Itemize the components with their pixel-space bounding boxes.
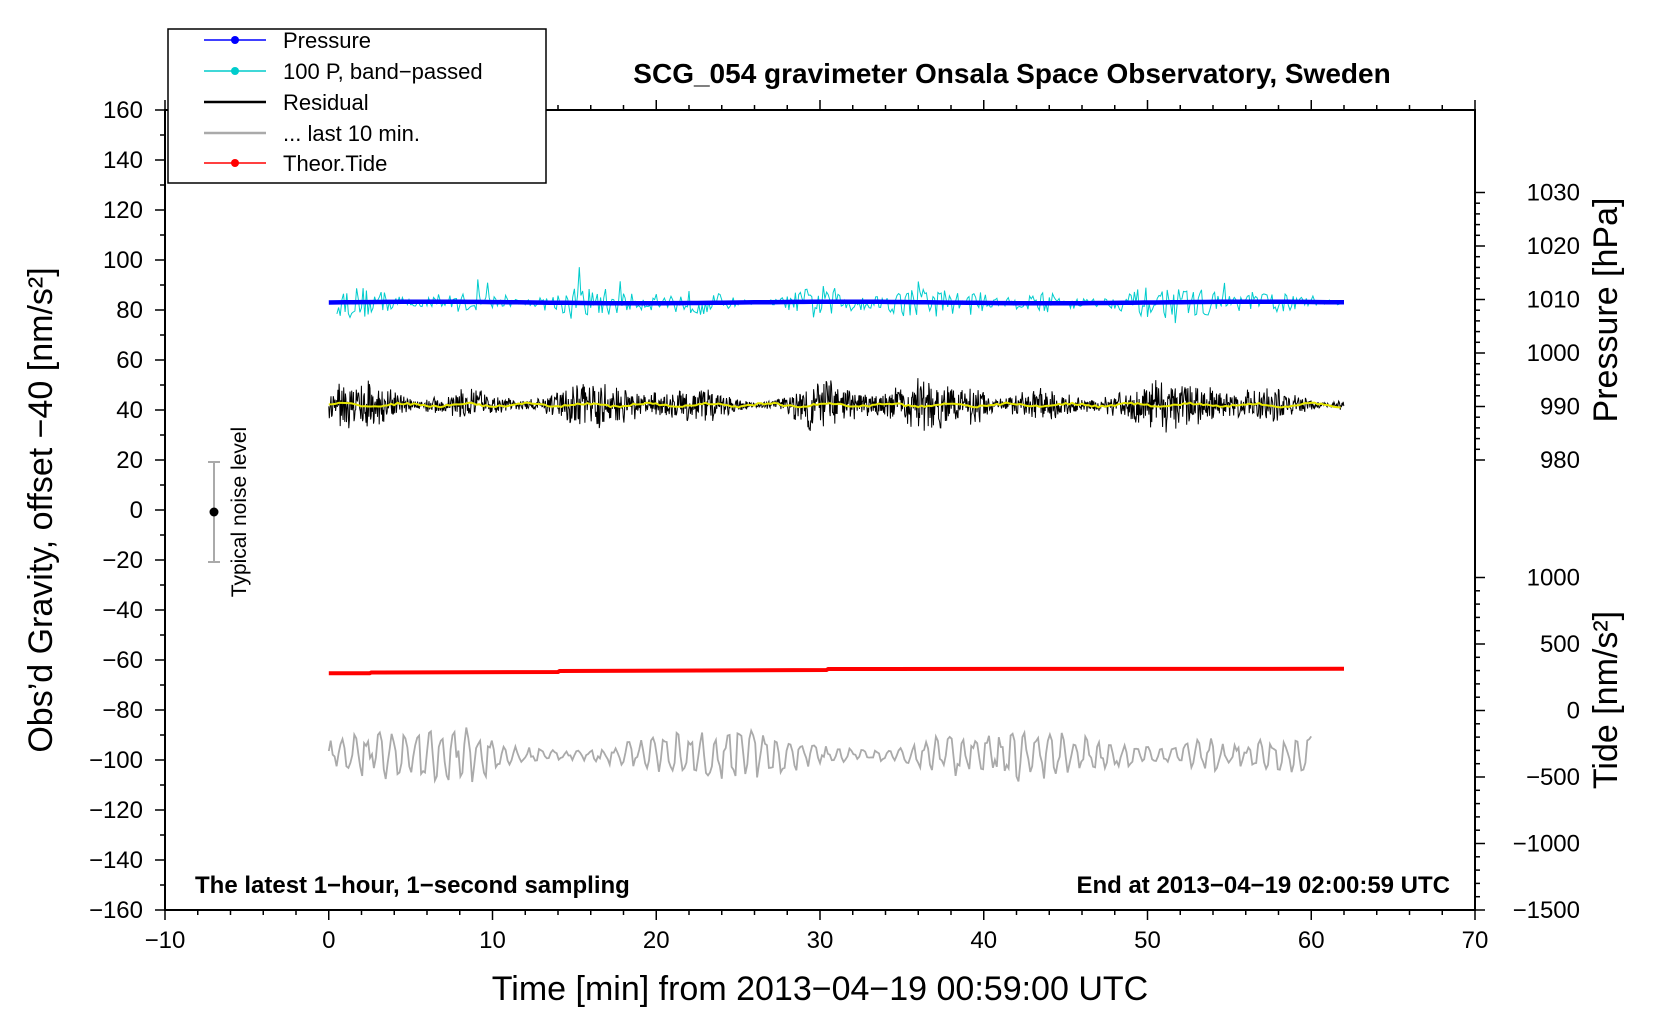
y-tick-label: 20 <box>116 447 143 474</box>
legend-item-tide: Theor.Tide <box>204 151 387 176</box>
y-tick-label: 80 <box>116 297 143 324</box>
tide-axis-title: Tide [nm/s²] <box>1587 611 1625 789</box>
x-tick-label: 40 <box>970 927 997 954</box>
y-tick-label: −100 <box>89 747 143 774</box>
legend-label-band-passed: 100 P, band−passed <box>283 59 483 84</box>
y-tick-label: −40 <box>102 597 143 624</box>
y-tick-label: 0 <box>130 497 143 524</box>
pressure-tick-label: 1000 <box>1527 340 1580 367</box>
tide-tick-label: 0 <box>1567 698 1580 725</box>
legend-item-residual: Residual <box>204 90 369 115</box>
pressure-tick-label: 1030 <box>1527 180 1580 207</box>
x-tick-label: −10 <box>145 927 186 954</box>
x-tick-label: 20 <box>643 927 670 954</box>
series-pressure-line <box>328 299 1344 306</box>
x-tick-label: 30 <box>807 927 834 954</box>
y-tick-label: 140 <box>103 147 143 174</box>
legend: Pressure 100 P, band−passed Residual ...… <box>167 28 547 184</box>
left-axis-title: Obs’d Gravity, offset −40 [nm/s²] <box>22 267 60 752</box>
pressure-tick-label: 980 <box>1540 447 1580 474</box>
noise-dot <box>209 507 219 517</box>
x-tick-label: 70 <box>1462 927 1489 954</box>
y-tick-label: 160 <box>103 97 143 124</box>
y-tick-label: −60 <box>102 647 143 674</box>
legend-label-last10: ... last 10 min. <box>283 121 420 146</box>
tide-tick-label: −1000 <box>1513 831 1580 858</box>
legend-item-last10: ... last 10 min. <box>204 121 420 146</box>
plot-frame <box>164 109 1476 911</box>
tide-tick-label: −1500 <box>1513 897 1580 924</box>
pressure-tick-label: 990 <box>1540 394 1580 421</box>
pressure-tick-label: 1010 <box>1527 287 1580 314</box>
y-tick-label: 60 <box>116 347 143 374</box>
y-tick-label: −80 <box>102 697 143 724</box>
series-smoothed-line <box>328 401 1341 409</box>
y-tick-label: −120 <box>89 797 143 824</box>
x-tick-label: 10 <box>479 927 506 954</box>
y-tick-label: 100 <box>103 247 143 274</box>
legend-box <box>167 28 547 184</box>
legend-item-pressure: Pressure <box>204 28 371 53</box>
legend-label-pressure: Pressure <box>283 28 371 53</box>
legend-marker-tide <box>231 159 239 167</box>
x-tick-label: 0 <box>322 927 335 954</box>
end-time-note: End at 2013−04−19 02:00:59 UTC <box>1076 872 1450 899</box>
x-tick-label: 60 <box>1298 927 1325 954</box>
y-tick-label: 40 <box>116 397 143 424</box>
tide-tick-label: 1000 <box>1527 565 1580 592</box>
x-axis-title: Time [min] from 2013−04−19 00:59:00 UTC <box>492 970 1148 1008</box>
legend-label-tide: Theor.Tide <box>283 151 387 176</box>
series-tide-line <box>328 666 1345 676</box>
series-last10-line <box>327 727 1312 784</box>
chart-title: SCG_054 gravimeter Onsala Space Observat… <box>633 58 1390 89</box>
legend-marker-pressure <box>231 36 239 44</box>
y-tick-label: 120 <box>103 197 143 224</box>
legend-marker-band-passed <box>231 67 239 75</box>
tide-tick-label: 500 <box>1540 631 1580 658</box>
legend-item-band-passed: 100 P, band−passed <box>204 59 483 84</box>
pressure-tick-label: 1020 <box>1527 233 1580 260</box>
y-tick-label: −20 <box>102 547 143 574</box>
tide-tick-label: −500 <box>1526 764 1580 791</box>
noise-label: Typical noise level <box>228 427 251 597</box>
y-tick-label: −140 <box>89 847 143 874</box>
pressure-axis-title: Pressure [hPa] <box>1587 198 1625 423</box>
series-band-passed-line <box>336 267 1343 324</box>
ticks-layer: −10 0 10 20 30 40 50 60 70160140120100806040200−… <box>89 97 1580 954</box>
y-tick-label: −160 <box>89 897 143 924</box>
x-tick-label: 50 <box>1134 927 1161 954</box>
sampling-note: The latest 1−hour, 1−second sampling <box>195 872 630 899</box>
series-layer <box>327 267 1345 784</box>
noise-level-indicator: Typical noise level <box>208 427 251 597</box>
legend-label-residual: Residual <box>283 90 369 115</box>
